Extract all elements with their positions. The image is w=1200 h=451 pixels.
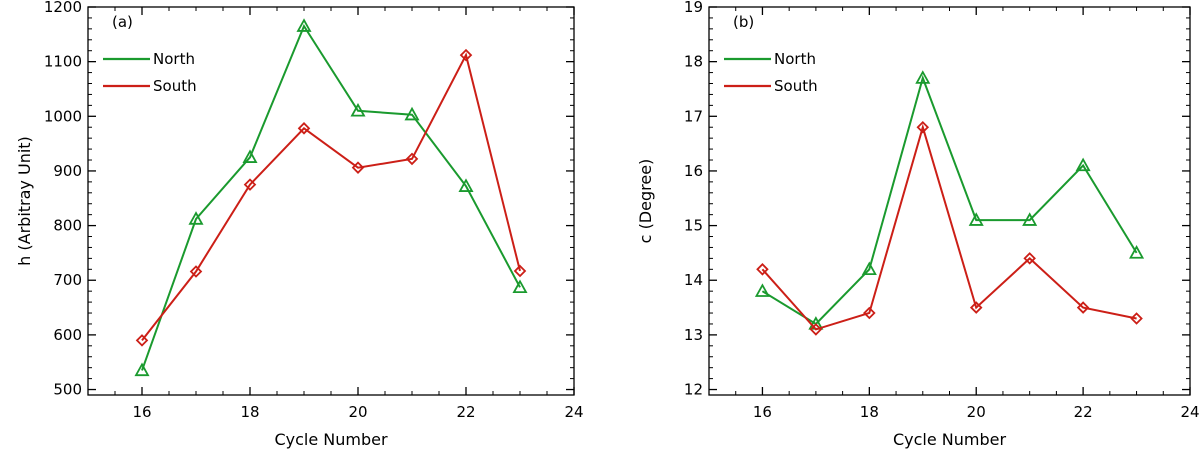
data-point-south <box>243 178 257 191</box>
data-point-north <box>915 70 931 84</box>
data-point-north <box>296 18 312 32</box>
data-point-south <box>459 48 473 62</box>
x-axis-title: Cycle Number <box>274 430 388 449</box>
x-tick-label: 24 <box>564 403 583 421</box>
y-tick-label: 12 <box>684 381 703 399</box>
data-point-south <box>1130 312 1143 325</box>
y-tick-label: 1100 <box>44 53 82 71</box>
y-tick-label: 14 <box>684 271 703 289</box>
data-point-south <box>135 334 149 347</box>
panel-label: (b) <box>733 13 754 31</box>
data-point-south <box>916 120 930 134</box>
x-axis-title: Cycle Number <box>893 430 1007 449</box>
data-point-south <box>969 301 983 314</box>
data-point-south <box>756 263 769 276</box>
panel-a: 16 18 20 22 24 500 600 700 800 900 1000 1100 1200 Cyc… <box>15 0 584 449</box>
data-point-north <box>350 102 366 117</box>
data-point-north <box>242 149 258 163</box>
data-point-south <box>1023 252 1036 265</box>
x-tick-label: 22 <box>456 403 475 421</box>
data-point-south <box>863 306 876 320</box>
x-tick-label: 24 <box>1180 403 1199 421</box>
y-tick-label: 1200 <box>44 0 82 16</box>
panel-label: (a) <box>112 13 133 31</box>
y-tick-label: 18 <box>684 53 703 71</box>
legend-label-south: South <box>153 77 197 95</box>
data-point-north <box>754 283 770 297</box>
series-line-north <box>141 23 521 371</box>
data-point-north <box>188 211 204 225</box>
y-axis-title: h (Arbitray Unit) <box>15 136 34 266</box>
data-point-north <box>861 261 877 276</box>
data-point-north <box>512 279 528 294</box>
y-tick-label: 800 <box>53 217 82 235</box>
x-tick-label: 20 <box>348 403 367 421</box>
data-point-north <box>968 212 984 226</box>
data-point-south <box>1076 301 1090 314</box>
series-line-south <box>761 123 1137 331</box>
y-tick-label: 600 <box>53 326 82 344</box>
y-tick-label: 17 <box>684 107 703 125</box>
data-point-south <box>351 161 365 174</box>
y-tick-label: 13 <box>684 326 703 344</box>
data-point-south <box>405 152 419 166</box>
series-line-south <box>141 52 521 342</box>
x-tick-label: 16 <box>132 403 151 421</box>
x-tick-label: 16 <box>753 403 772 421</box>
series-line-north <box>761 74 1138 326</box>
y-tick-label: 16 <box>684 162 703 180</box>
data-point-north <box>458 178 474 192</box>
data-point-south <box>809 323 823 336</box>
x-tick-label: 22 <box>1074 403 1093 421</box>
data-point-south <box>189 265 203 278</box>
panel-b: 16 18 20 22 24 12 13 14 15 16 17 18 19 Cycle Number c … <box>636 0 1200 449</box>
legend-label-north: North <box>153 50 195 68</box>
legend-label-north: North <box>774 50 816 68</box>
data-point-north <box>404 106 420 121</box>
data-point-north <box>1022 212 1038 226</box>
y-axis-title: c (Degree) <box>636 159 655 244</box>
y-tick-label: 15 <box>684 217 703 235</box>
data-point-south <box>297 122 311 135</box>
data-point-south <box>513 264 527 278</box>
data-point-north <box>1075 157 1091 172</box>
data-point-north <box>134 362 150 377</box>
y-tick-label: 700 <box>53 271 82 289</box>
y-tick-label: 900 <box>53 162 82 180</box>
y-tick-label: 1000 <box>44 107 82 125</box>
x-tick-label: 20 <box>967 403 986 421</box>
legend-label-south: South <box>774 77 818 95</box>
data-point-north <box>1129 245 1145 259</box>
y-tick-label: 19 <box>684 0 703 16</box>
x-tick-label: 18 <box>860 403 879 421</box>
x-tick-label: 18 <box>240 403 259 421</box>
y-tick-label: 500 <box>53 381 82 399</box>
